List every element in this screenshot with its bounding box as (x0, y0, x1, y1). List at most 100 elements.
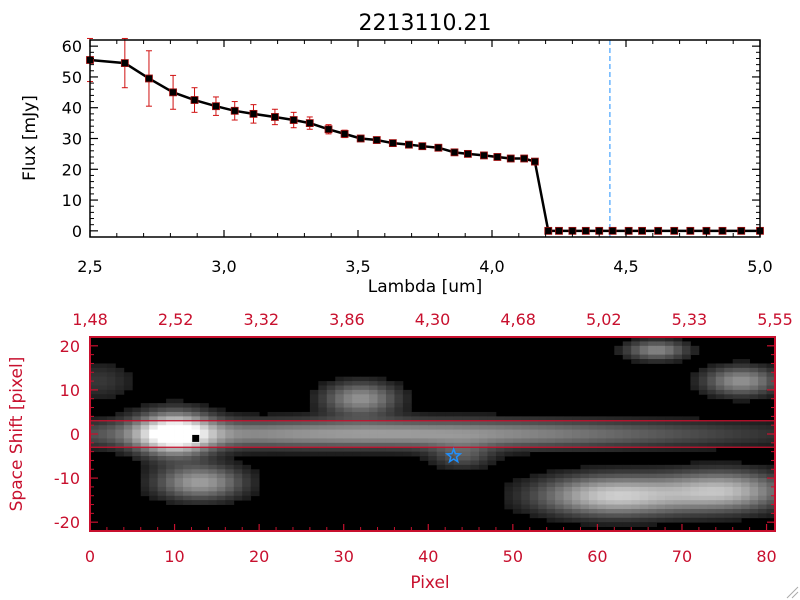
image-pixel (98, 372, 108, 378)
image-pixel (715, 425, 725, 430)
image-pixel (479, 442, 488, 448)
image-pixel (690, 345, 700, 351)
image-pixel (462, 425, 471, 430)
image-pixel (766, 464, 776, 470)
image-pixel (538, 442, 548, 448)
image-pixel (242, 420, 252, 426)
image-pixel (588, 425, 598, 430)
image-pixel (411, 438, 421, 444)
y-tick-label: 40 (62, 99, 82, 118)
image-pixel (166, 469, 175, 475)
image-pixel (98, 367, 108, 373)
image-pixel (605, 416, 615, 422)
image-pixel (453, 411, 463, 417)
image-pixel (622, 350, 632, 356)
image-pixel (614, 513, 624, 519)
image-pixel (572, 486, 581, 492)
image-pixel (385, 398, 395, 404)
image-pixel (529, 491, 539, 497)
image-pixel (98, 385, 108, 391)
image-pixel (174, 473, 184, 479)
image-pixel (529, 438, 539, 444)
image-pixel (276, 425, 285, 430)
image-pixel (199, 447, 209, 453)
image-pixel (149, 473, 159, 479)
image-pixel (208, 411, 218, 417)
image-pixel (157, 411, 167, 417)
image-pixel (436, 434, 446, 439)
image-pixel (572, 517, 581, 523)
image-pixel (335, 438, 345, 444)
image-pixel (690, 416, 700, 422)
image-pixel (140, 451, 150, 457)
image-pixel (233, 486, 243, 492)
image-pixel (377, 447, 387, 453)
image-pixel (123, 442, 133, 448)
image-pixel (648, 504, 658, 510)
image-pixel (411, 429, 421, 435)
image-pixel (707, 482, 717, 488)
image-pixel (732, 495, 742, 501)
resize-grip-icon[interactable] (786, 586, 799, 599)
image-pixel (656, 438, 666, 444)
x-tick-label: 80 (756, 547, 776, 566)
data-point (654, 226, 663, 235)
y-tick-label: 20 (60, 337, 80, 356)
image-pixel (681, 464, 691, 470)
image-pixel (707, 425, 717, 430)
image-pixel (216, 416, 226, 422)
image-pixel (572, 504, 581, 510)
image-pixel (149, 429, 159, 435)
image-pixel (529, 486, 539, 492)
image-pixel (698, 389, 708, 395)
image-pixel (149, 491, 159, 497)
image-pixel (445, 429, 455, 435)
image-pixel (166, 473, 175, 479)
data-point (324, 125, 333, 134)
image-pixel (174, 486, 184, 492)
image-pixel (335, 442, 345, 448)
image-pixel (462, 416, 471, 422)
image-pixel (208, 429, 218, 435)
image-pixel (352, 447, 362, 453)
image-pixel (698, 438, 708, 444)
image-pixel (673, 350, 683, 356)
image-pixel (259, 438, 268, 444)
image-pixel (445, 442, 455, 448)
image-pixel (276, 420, 285, 426)
image-pixel (588, 438, 598, 444)
image-pixel (428, 434, 438, 439)
image-pixel (732, 442, 742, 448)
image-pixel (724, 376, 734, 382)
image-pixel (377, 429, 387, 435)
image-pixel (588, 434, 598, 439)
star-icon (444, 446, 463, 464)
image-pixel (512, 451, 522, 457)
image-pixel (766, 381, 776, 386)
image-pixel (106, 420, 116, 426)
image-pixel (242, 438, 252, 444)
image-pixel (698, 447, 708, 453)
image-pixel (698, 442, 708, 448)
y-tick-label: 0 (72, 222, 82, 241)
image-pixel (183, 460, 192, 466)
image-pixel (665, 438, 674, 444)
image-pixel (690, 372, 700, 378)
spectrum-x-axis: 2,5 3,0 3,5 4,0 4,5 5,0 (77, 40, 773, 276)
image-pixel (631, 491, 641, 497)
image-pixel (622, 434, 632, 439)
image-pixel (597, 482, 607, 488)
image-pixel (140, 447, 150, 453)
image-pixel (766, 367, 776, 373)
image-pixel (648, 447, 658, 453)
image-pixel (707, 508, 717, 514)
image-pixel (242, 469, 252, 475)
image-pixel (199, 491, 209, 497)
image-pixel (538, 438, 548, 444)
image-pixel (529, 495, 539, 501)
image-pixel (250, 416, 260, 422)
image-pixel (115, 376, 125, 382)
image-pixel (749, 464, 759, 470)
image-pixel (225, 447, 235, 453)
spectrum-y-axis-label: Flux [mJy] (20, 95, 40, 181)
